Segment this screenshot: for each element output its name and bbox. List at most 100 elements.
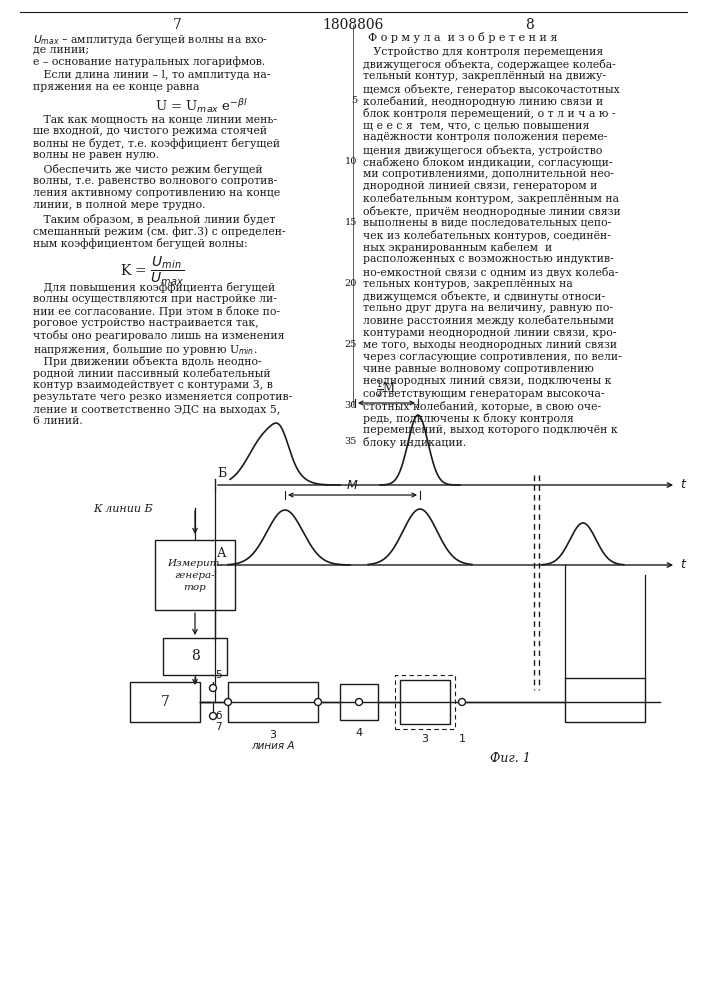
Text: чек из колебательных контуров, соединён-: чек из колебательных контуров, соединён-	[363, 230, 611, 241]
Text: ме того, выходы неоднородных линий связи: ме того, выходы неоднородных линий связи	[363, 340, 617, 350]
Text: 10: 10	[344, 157, 357, 166]
Text: $t$: $t$	[680, 479, 687, 491]
Text: родной линии пассивный колебательный: родной линии пассивный колебательный	[33, 368, 271, 379]
Text: M: M	[347, 479, 358, 492]
Text: колебательным контуром, закреплённым на: колебательным контуром, закреплённым на	[363, 193, 619, 204]
Text: перемещений, выход которого подключён к: перемещений, выход которого подключён к	[363, 425, 618, 435]
Text: щ е е с я  тем, что, с целью повышения: щ е е с я тем, что, с целью повышения	[363, 120, 590, 130]
Text: чтобы оно реагировало лишь на изменения: чтобы оно реагировало лишь на изменения	[33, 330, 284, 341]
Text: линии, в полной мере трудно.: линии, в полной мере трудно.	[33, 200, 206, 210]
Text: стотных колебаний, которые, в свою оче-: стотных колебаний, которые, в свою оче-	[363, 401, 601, 412]
Text: ление и соответственно ЭДС на выходах 5,: ление и соответственно ЭДС на выходах 5,	[33, 404, 280, 414]
Text: но-емкостной связи с одним из двух колеба-: но-емкостной связи с одним из двух колеб…	[363, 267, 619, 278]
Bar	[228, 682, 318, 722]
Text: Обеспечить же чисто режим бегущей: Обеспечить же чисто режим бегущей	[33, 164, 262, 175]
Text: К линии Б: К линии Б	[93, 504, 153, 514]
Text: ления активному сопротивлению на конце: ления активному сопротивлению на конце	[33, 188, 280, 198]
Bar	[395, 675, 455, 729]
Text: 8: 8	[525, 18, 534, 32]
Bar	[155, 540, 235, 610]
Bar	[163, 638, 227, 675]
Bar	[565, 678, 645, 722]
Text: А: А	[217, 547, 226, 560]
Text: тельный контур, закреплённый на движу-: тельный контур, закреплённый на движу-	[363, 71, 606, 81]
Text: 3: 3	[269, 730, 276, 740]
Text: смешанный режим (см. фиг.3) с определен-: смешанный режим (см. фиг.3) с определен-	[33, 226, 286, 237]
Text: $U_{max}$ – амплитуда бегущей волны на вхо-: $U_{max}$ – амплитуда бегущей волны на в…	[33, 32, 268, 47]
Text: Измерит.: Измерит.	[167, 558, 223, 568]
Text: ным коэффициентом бегущей волны:: ным коэффициентом бегущей волны:	[33, 238, 247, 249]
Text: снабжено блоком индикации, согласующи-: снабжено блоком индикации, согласующи-	[363, 157, 612, 168]
Text: волны не равен нулю.: волны не равен нулю.	[33, 150, 159, 160]
Circle shape	[356, 698, 363, 706]
Text: через согласующие сопротивления, по вели-: через согласующие сопротивления, по вели…	[363, 352, 621, 362]
Text: 7: 7	[173, 18, 182, 32]
Text: б: б	[215, 711, 221, 721]
Bar	[130, 682, 200, 722]
Text: днородной линией связи, генератором и: днородной линией связи, генератором и	[363, 181, 597, 191]
Text: колебаний, неоднородную линию связи и: колебаний, неоднородную линию связи и	[363, 96, 603, 107]
Text: де линии;: де линии;	[33, 44, 89, 54]
Text: Для повышения коэффициента бегущей: Для повышения коэффициента бегущей	[33, 282, 275, 293]
Text: 8: 8	[191, 650, 199, 664]
Text: блок контроля перемещений, о т л и ч а ю -: блок контроля перемещений, о т л и ч а ю…	[363, 108, 616, 119]
Text: 1: 1	[459, 734, 465, 744]
Text: тельных контуров, закреплённых на: тельных контуров, закреплённых на	[363, 279, 573, 289]
Text: $\frac{1}{2}$M: $\frac{1}{2}$M	[376, 378, 397, 400]
Text: контурами неоднородной линии связи, кро-: контурами неоднородной линии связи, кро-	[363, 328, 617, 338]
Text: пряжения на ее конце равна: пряжения на ее конце равна	[33, 82, 199, 92]
Text: e – основание натуральных логарифмов.: e – основание натуральных логарифмов.	[33, 56, 265, 67]
Text: 20: 20	[344, 279, 357, 288]
Circle shape	[209, 712, 216, 720]
Text: ных экранированным кабелем  и: ных экранированным кабелем и	[363, 242, 552, 253]
Text: выполнены в виде последовательных цепо-: выполнены в виде последовательных цепо-	[363, 218, 612, 228]
Text: контур взаимодействует с контурами 3, в: контур взаимодействует с контурами 3, в	[33, 380, 273, 390]
Text: 15: 15	[344, 218, 357, 227]
Text: 7: 7	[215, 722, 221, 732]
Text: 5: 5	[351, 96, 357, 105]
Text: соответствующим генераторам высокоча-: соответствующим генераторам высокоча-	[363, 389, 604, 399]
Text: движущемся объекте, и сдвинуты относи-: движущемся объекте, и сдвинуты относи-	[363, 291, 605, 302]
Text: 5: 5	[215, 670, 221, 680]
Text: тельно друг друга на величину, равную по-: тельно друг друга на величину, равную по…	[363, 303, 613, 313]
Text: Фиг. 1: Фиг. 1	[490, 752, 531, 765]
Text: При движении объекта вдоль неодно-: При движении объекта вдоль неодно-	[33, 356, 262, 367]
Text: щемся объекте, генератор высокочастотных: щемся объекте, генератор высокочастотных	[363, 84, 620, 95]
Text: Устройство для контроля перемещения: Устройство для контроля перемещения	[363, 47, 603, 57]
Text: Так как мощность на конце линии мень-: Так как мощность на конце линии мень-	[33, 114, 277, 124]
Text: 3: 3	[421, 734, 428, 744]
Text: 7: 7	[160, 695, 170, 709]
Text: 35: 35	[344, 437, 357, 446]
Text: щения движущегося объекта, устройство: щения движущегося объекта, устройство	[363, 145, 602, 156]
Circle shape	[209, 684, 216, 692]
Text: 1808806: 1808806	[322, 18, 384, 32]
Bar	[400, 680, 450, 724]
Text: K = $\dfrac{U_{min}}{U_{max}}$: K = $\dfrac{U_{min}}{U_{max}}$	[120, 255, 185, 288]
Text: ми сопротивлениями, дополнительной нео-: ми сопротивлениями, дополнительной нео-	[363, 169, 614, 179]
Text: нии ее согласование. При этом в блоке по-: нии ее согласование. При этом в блоке по…	[33, 306, 280, 317]
Circle shape	[225, 698, 231, 706]
Text: 6 линий.: 6 линий.	[33, 416, 83, 426]
Text: чине равные волновому сопротивлению: чине равные волновому сопротивлению	[363, 364, 594, 374]
Text: волны осуществляются при настройке ли-: волны осуществляются при настройке ли-	[33, 294, 277, 304]
Text: тор: тор	[184, 582, 206, 591]
Text: роговое устройство настраивается так,: роговое устройство настраивается так,	[33, 318, 259, 328]
Text: 4: 4	[356, 728, 363, 738]
Text: линия А: линия А	[251, 741, 295, 751]
Text: U = U$_{max}$ e$^{-\beta l}$: U = U$_{max}$ e$^{-\beta l}$	[155, 97, 248, 115]
Text: Ф о р м у л а  и з о б р е т е н и я: Ф о р м у л а и з о б р е т е н и я	[368, 32, 558, 43]
Text: 25: 25	[344, 340, 357, 349]
Text: редь, подключены к блоку контроля: редь, подключены к блоку контроля	[363, 413, 574, 424]
Text: Б: Б	[217, 467, 226, 480]
Text: блоку индикации.: блоку индикации.	[363, 437, 466, 448]
Text: напряжения, большие по уровню U$_{min}$.: напряжения, большие по уровню U$_{min}$.	[33, 342, 257, 357]
Text: надёжности контроля положения переме-: надёжности контроля положения переме-	[363, 132, 607, 142]
Text: Таким образом, в реальной линии будет: Таким образом, в реальной линии будет	[33, 214, 275, 225]
Text: движущегося объекта, содержащее колеба-: движущегося объекта, содержащее колеба-	[363, 59, 616, 70]
Text: расположенных с возможностью индуктив-: расположенных с возможностью индуктив-	[363, 254, 614, 264]
Circle shape	[459, 698, 465, 706]
Text: генера-: генера-	[175, 570, 216, 580]
Text: Если длина линии – l, то амплитуда на-: Если длина линии – l, то амплитуда на-	[33, 70, 270, 80]
Text: неоднородных линий связи, подключены к: неоднородных линий связи, подключены к	[363, 376, 612, 386]
Text: 30: 30	[344, 401, 357, 410]
